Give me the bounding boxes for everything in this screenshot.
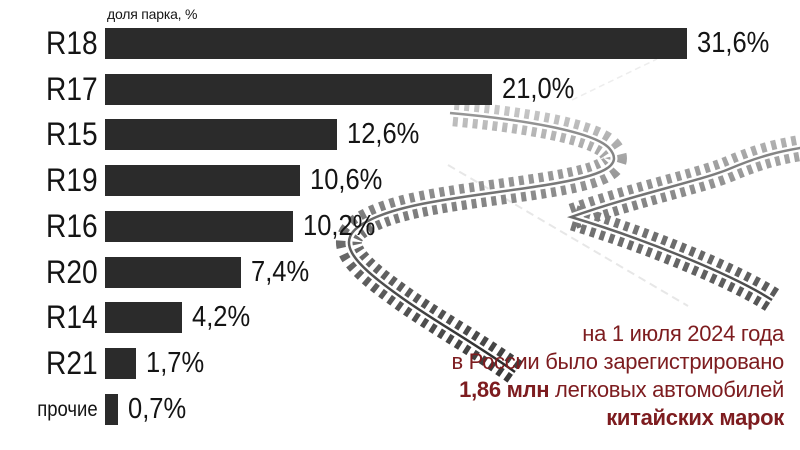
annotation-line: в России было зарегистрировано [451,348,784,376]
bar-прочие [105,393,118,425]
annotation: на 1 июля 2024 года в России было зарегис… [451,320,784,432]
axis-label: доля парка, % [107,6,198,22]
category-label: R15 [46,116,98,153]
value-label: 10,2% [303,209,376,242]
bar-R18 [105,28,687,59]
chart-row-R15: R15 12,6% [0,116,800,153]
annotation-line: китайских марок [451,404,784,432]
chart-row-R18: R18 31,6% [0,25,800,61]
category-label: прочие [37,397,98,421]
tire-track-right [529,134,800,312]
annotation-line: на 1 июля 2024 года [451,320,784,348]
value-label: 31,6% [697,27,770,59]
category-label: R18 [46,25,98,61]
category-label: R17 [46,70,98,107]
bar-R16 [105,210,293,242]
annotation-text: легковых автомобилей [549,377,784,402]
faint-track-line [447,164,689,307]
bar-R20 [105,256,241,288]
value-label: 7,4% [251,255,310,288]
category-label: R14 [46,299,98,336]
chart-row-R14: R14 4,2% [0,299,800,336]
value-label: 4,2% [192,301,251,334]
value-label: 0,7% [128,392,187,425]
chart-row-R19: R19 10,6% [0,162,800,199]
bar-R15 [105,119,337,151]
annotation-bold-text: китайских марок [606,405,784,430]
annotation-bold-text: 1,86 млн [459,377,550,402]
category-label: R20 [46,253,98,290]
category-label: R16 [46,207,98,244]
annotation-text: на 1 июля 2024 года [582,321,784,346]
annotation-text: в России было зарегистрировано [451,349,784,374]
chart-row-R17: R17 21,0% [0,70,800,107]
bar-R19 [105,165,300,197]
chart-row-прочие: прочие 0,7% [0,392,800,425]
chart-row-R16: R16 10,2% [0,207,800,244]
tire-track-left [336,100,627,383]
value-label: 10,6% [310,164,383,197]
category-label: R21 [46,344,98,381]
value-label: 12,6% [347,118,420,151]
annotation-line: 1,86 млн легковых автомобилей [451,376,784,404]
bar-R21 [105,347,136,379]
value-label: 21,0% [502,72,575,105]
category-label: R19 [46,162,98,199]
chart-row-R20: R20 7,4% [0,253,800,290]
bar-R17 [105,73,492,105]
bar-R14 [105,302,182,334]
faint-track-line [571,58,658,101]
chart-row-R21: R21 1,7% [0,344,800,381]
value-label: 1,7% [146,346,205,379]
